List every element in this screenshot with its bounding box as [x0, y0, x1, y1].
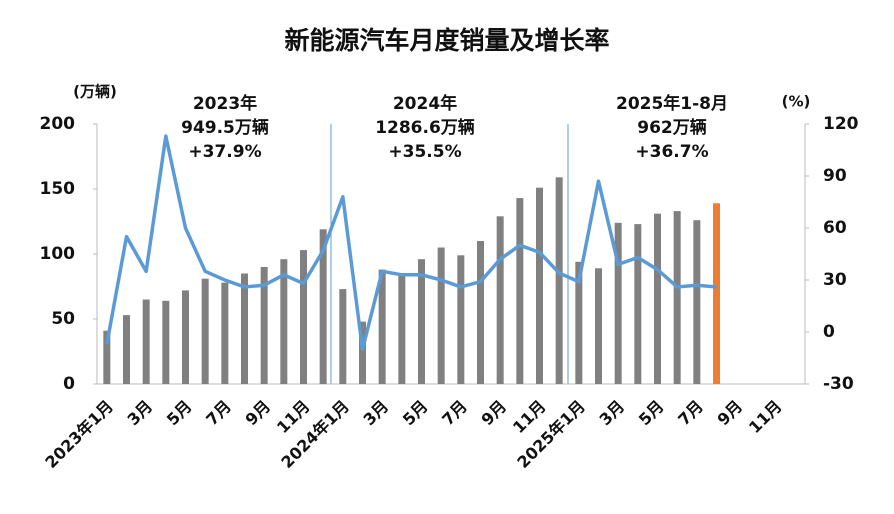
bar — [713, 203, 720, 384]
y-tick-label: 50 — [51, 309, 75, 329]
y2-tick-label: 60 — [823, 218, 847, 238]
bar — [634, 224, 642, 384]
x-tick-label: 7月 — [438, 397, 471, 430]
bar — [103, 330, 111, 384]
line — [105, 134, 717, 352]
bar — [437, 247, 445, 384]
x-tick-label: 2023年1月 — [41, 397, 116, 472]
x-tick-label: 9月 — [714, 397, 747, 430]
bar — [693, 220, 701, 384]
annotation: +36.7% — [635, 142, 708, 162]
bar — [142, 299, 150, 384]
annotation: 2025年1-8月 — [616, 93, 728, 114]
y-axis-label: (万辆) — [73, 83, 117, 101]
bar — [595, 268, 602, 384]
bar — [496, 216, 504, 384]
y2-tick-label: 0 — [823, 322, 835, 342]
bar — [555, 177, 563, 384]
bar — [398, 273, 406, 384]
y-tick-label: 150 — [40, 179, 76, 199]
x-tick-label: 3月 — [124, 397, 157, 430]
bar — [162, 300, 170, 384]
bar — [339, 289, 347, 384]
y2-tick-label: 90 — [823, 166, 847, 186]
bar — [378, 269, 386, 384]
bar — [477, 241, 484, 384]
bar — [280, 259, 288, 384]
y-tick-label: 0 — [63, 374, 75, 394]
bar — [673, 211, 681, 384]
bar — [260, 267, 268, 384]
x-tick-label: 7月 — [202, 397, 235, 430]
annotation: 2023年 — [193, 93, 257, 114]
bar — [614, 222, 622, 384]
y-tick-label: 200 — [40, 114, 76, 134]
y2-tick-label: 30 — [823, 270, 847, 290]
x-tick-label: 3月 — [596, 397, 629, 430]
bar — [359, 321, 366, 384]
bar — [241, 273, 248, 384]
x-tick-label: 9月 — [242, 397, 275, 430]
bar — [319, 229, 327, 384]
annotation: 2024年 — [393, 93, 457, 114]
bar — [201, 278, 209, 384]
y2-tick-label: -30 — [823, 374, 854, 394]
x-tick-label: 3月 — [360, 397, 393, 430]
bar — [221, 282, 229, 384]
x-tick-label: 5月 — [163, 397, 196, 430]
y2-axis-label: (%) — [782, 93, 811, 111]
x-tick-label: 5月 — [635, 397, 668, 430]
bar — [300, 250, 307, 384]
annotation: +35.5% — [388, 142, 461, 162]
bar — [182, 290, 189, 384]
x-tick-label: 11月 — [745, 397, 786, 438]
bar — [516, 198, 524, 384]
annotation: 949.5万辆 — [181, 117, 269, 138]
annotation: 962万辆 — [637, 117, 707, 138]
x-tick-label: 5月 — [399, 397, 432, 430]
bar — [654, 213, 661, 384]
x-tick-label: 7月 — [674, 397, 707, 430]
bar — [457, 255, 465, 384]
y2-tick-label: 120 — [823, 114, 859, 134]
bar — [418, 259, 425, 384]
y-tick-label: 100 — [40, 244, 76, 264]
bar — [123, 315, 130, 384]
bar — [536, 187, 543, 384]
x-tick-label: 9月 — [478, 397, 511, 430]
chart-title: 新能源汽车月度销量及增长率 — [284, 26, 609, 55]
bar — [575, 261, 583, 384]
annotation: +37.9% — [188, 142, 261, 162]
annotation: 1286.6万辆 — [375, 117, 475, 138]
